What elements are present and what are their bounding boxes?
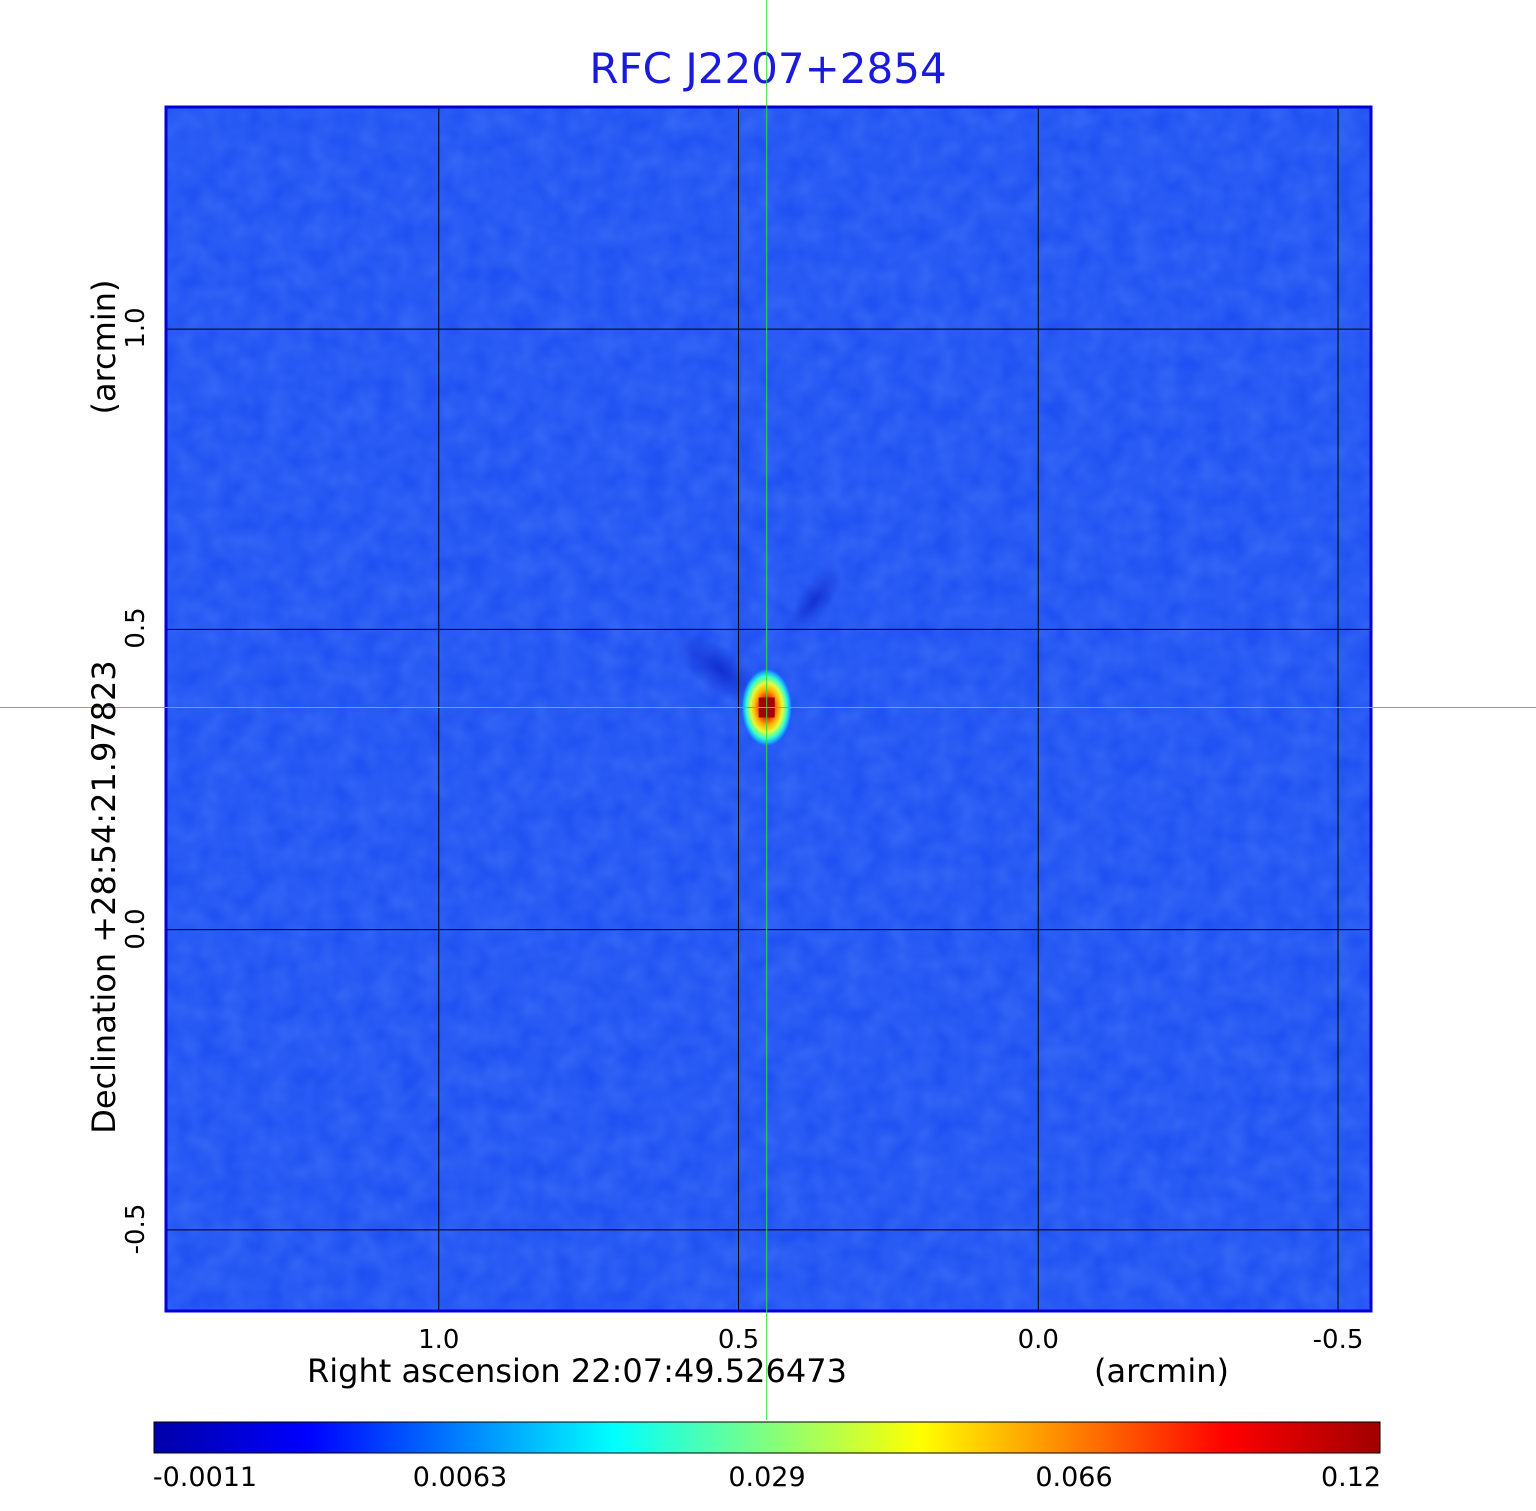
y-tick-label: 0.5	[121, 607, 151, 650]
y-tick-label: 1.0	[121, 307, 151, 349]
crosshair	[0, 0, 1536, 1420]
y-tick-label: 0.0	[121, 907, 151, 950]
colorbar-tick-label: 0.029	[728, 1462, 806, 1493]
colorbar-tick-label: -0.0011	[152, 1462, 258, 1493]
x-tick-label: 0.5	[717, 1325, 760, 1355]
y-tick-label: -0.5	[121, 1203, 151, 1255]
y-axis-label: Declination +28:54:21.97823	[85, 660, 123, 1134]
plot-frame	[164, 105, 1373, 1313]
y-axis-unit: (arcmin)	[85, 279, 123, 415]
image-panel	[0, 0, 1536, 1420]
chart-title: RFC J2207+2854	[589, 44, 947, 93]
colorbar-tick-label: 0.0063	[412, 1462, 508, 1493]
x-tick-label: 0.0	[1017, 1325, 1059, 1355]
x-axis-unit: (arcmin)	[1094, 1352, 1229, 1390]
x-tick-label: -0.5	[1312, 1325, 1364, 1355]
colorbar-tick-label: 0.12	[1320, 1462, 1382, 1493]
x-tick-label: 1.0	[418, 1325, 460, 1355]
grid-lines	[166, 107, 1371, 1311]
sidelobe	[788, 565, 842, 635]
colorbar-tick-label: 0.066	[1035, 1462, 1113, 1493]
colorbar-gradient	[153, 1421, 1381, 1454]
x-axis-label: Right ascension 22:07:49.526473	[307, 1352, 847, 1390]
